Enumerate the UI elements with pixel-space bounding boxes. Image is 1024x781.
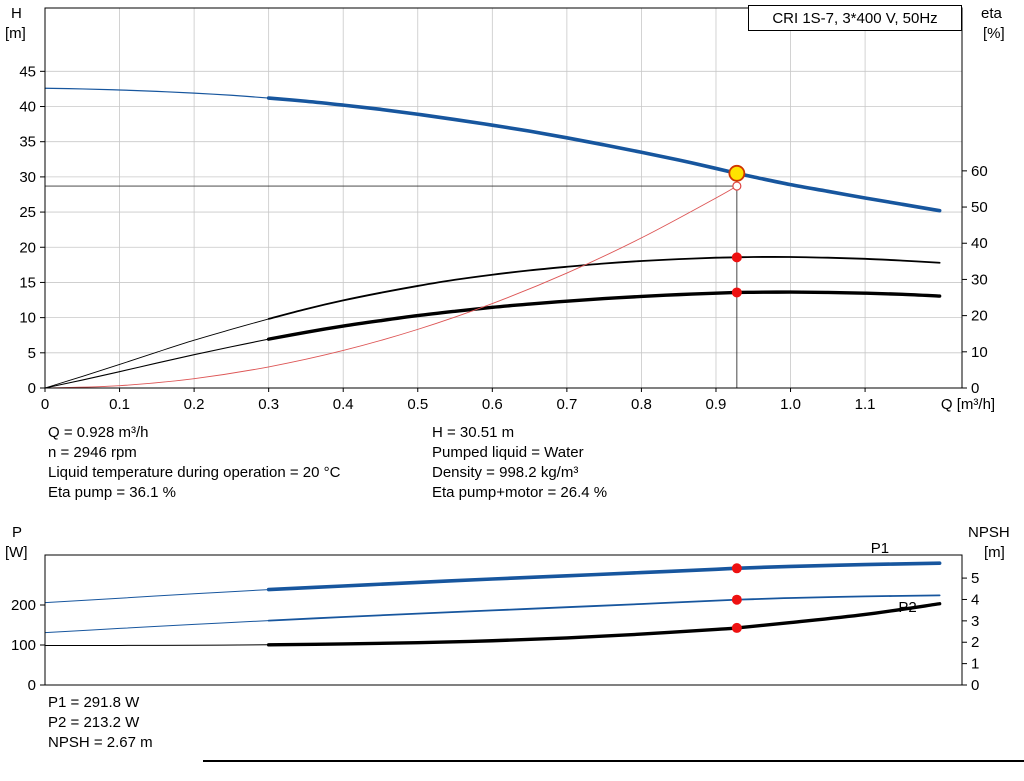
result-eta-pump: Eta pump = 36.1 %: [48, 484, 176, 501]
duty-point: [728, 164, 746, 182]
hq-eta-chart: 0 0.1 0.2 0.3 0.4 0.5 0.6 0.7 0.8 0.9 1.0 1.1 0 5 10 15…: [19, 7, 995, 413]
x-axis-unit: Q [m³/h]: [941, 396, 995, 413]
y-left-tick-label: 200: [11, 597, 36, 614]
y-right-tick-label: 0: [971, 380, 979, 397]
x-tick-label: 0.2: [184, 396, 205, 413]
p2-curve-label: P2: [898, 599, 916, 616]
npsh-curve: [266, 602, 942, 647]
curves: [44, 561, 942, 647]
eta-pump-curve: [44, 318, 270, 389]
p2-curve: [44, 620, 270, 634]
y-left-tick-label: 5: [28, 345, 36, 362]
y-right-tick-label: 4: [971, 591, 979, 608]
p1-duty-dot: [731, 563, 742, 574]
duty-markers: P1 P2: [731, 540, 917, 633]
pump-title-box: CRI 1S-7, 3*400 V, 50Hz: [748, 5, 962, 31]
y-right-tick-label: 10: [971, 344, 988, 361]
y-left-tick-label: 100: [11, 637, 36, 654]
bottom-divider: [203, 760, 1024, 762]
eta-pump-motor-duty-dot: [731, 287, 742, 298]
curves: [44, 87, 942, 389]
y-left-tick-label: 45: [19, 63, 36, 80]
result-speed: n = 2946 rpm: [48, 444, 137, 461]
system-curve-duty-ring: [732, 181, 742, 191]
result-flow: Q = 0.928 m³/h: [48, 424, 149, 441]
result-p2: P2 = 213.2 W: [48, 714, 140, 731]
eta-axis-name: eta: [981, 5, 1002, 22]
y-right-tick-label: 50: [971, 199, 988, 216]
head-axis-name: H: [11, 5, 22, 22]
result-temperature: Liquid temperature during operation = 20…: [48, 464, 341, 481]
result-density: Density = 998.2 kg/m³: [432, 464, 579, 481]
axis-ticks: 0 0.1 0.2 0.3 0.4 0.5 0.6 0.7 0.8 0.9 1.0 1.1 0 5 10 15…: [19, 63, 995, 413]
p1-curve-label: P1: [871, 540, 889, 557]
eta-pump-curve: [267, 256, 941, 320]
axis-ticks: 0 100 200 0 1 2 3 4 5: [11, 570, 979, 694]
x-tick-label: 0.9: [706, 396, 727, 413]
result-npsh: NPSH = 2.67 m: [48, 734, 153, 751]
y-right-tick-label: 40: [971, 235, 988, 252]
x-tick-label: 0.3: [258, 396, 279, 413]
y-left-tick-label: 40: [19, 99, 36, 116]
y-right-tick-label: 20: [971, 308, 988, 325]
y-right-tick-label: 5: [971, 570, 979, 587]
y-left-tick-label: 25: [19, 204, 36, 221]
y-left-tick-label: 20: [19, 239, 36, 256]
eta-pump-duty-dot: [731, 252, 742, 263]
npsh-axis-unit: [m]: [984, 544, 1005, 561]
eta-pump-motor-curve: [266, 290, 942, 341]
duty-markers: [728, 164, 746, 298]
y-left-tick-label: 35: [19, 134, 36, 151]
x-tick-label: 1.1: [855, 396, 876, 413]
pump-curve: [44, 87, 270, 99]
duty-guides: [45, 173, 738, 388]
npsh-curve: [44, 644, 270, 646]
x-tick-label: 0.6: [482, 396, 503, 413]
p2-curve: [267, 594, 941, 622]
result-p1: P1 = 291.8 W: [48, 694, 140, 711]
y-right-tick-label: 1: [971, 656, 979, 673]
system-curve: [44, 185, 738, 389]
plot-frame: [44, 7, 963, 389]
npsh-axis-name: NPSH: [968, 524, 1010, 541]
eta-axis-unit: [%]: [983, 25, 1005, 42]
power-results: P1 = 291.8 W P2 = 213.2 W NPSH = 2.67 m: [48, 694, 153, 754]
y-left-tick-label: 30: [19, 169, 36, 186]
x-tick-label: 0.1: [109, 396, 130, 413]
x-tick-label: 0.7: [556, 396, 577, 413]
x-tick-label: 0.8: [631, 396, 652, 413]
y-left-tick-label: 15: [19, 274, 36, 291]
p2-duty-dot: [731, 594, 742, 605]
eta-pump-motor-curve: [44, 338, 270, 389]
x-tick-label: 0.4: [333, 396, 354, 413]
power-npsh-chart: 0 100 200 0 1 2 3 4 5 P1 P2: [11, 540, 979, 694]
pump-curve: [266, 96, 942, 213]
y-right-tick-label: 3: [971, 613, 979, 630]
x-tick-label: 1.0: [780, 396, 801, 413]
duty-results-right: H = 30.51 m Pumped liquid = Water Densit…: [432, 424, 607, 504]
y-right-tick-label: 30: [971, 271, 988, 288]
head-axis-unit: [m]: [5, 25, 26, 42]
p1-curve: [266, 561, 942, 592]
x-tick-label: 0.5: [407, 396, 428, 413]
x-tick-label: 0: [41, 396, 49, 413]
y-right-tick-label: 0: [971, 677, 979, 694]
result-eta-pump-motor: Eta pump+motor = 26.4 %: [432, 484, 608, 501]
y-right-tick-label: 2: [971, 634, 979, 651]
y-left-tick-label: 10: [19, 310, 36, 327]
result-liquid: Pumped liquid = Water: [432, 444, 584, 461]
y-left-tick-label: 0: [28, 380, 36, 397]
y-right-tick-label: 60: [971, 163, 988, 180]
npsh-duty-dot: [731, 622, 742, 633]
grid: [45, 8, 962, 388]
p1-curve: [44, 589, 270, 604]
plot-frame: [44, 554, 963, 686]
duty-results-left: Q = 0.928 m³/h n = 2946 rpm Liquid tempe…: [48, 424, 340, 504]
result-head: H = 30.51 m: [432, 424, 515, 441]
power-axis-unit: [W]: [5, 544, 28, 561]
power-axis-name: P: [12, 524, 23, 541]
y-left-tick-label: 0: [28, 677, 36, 694]
